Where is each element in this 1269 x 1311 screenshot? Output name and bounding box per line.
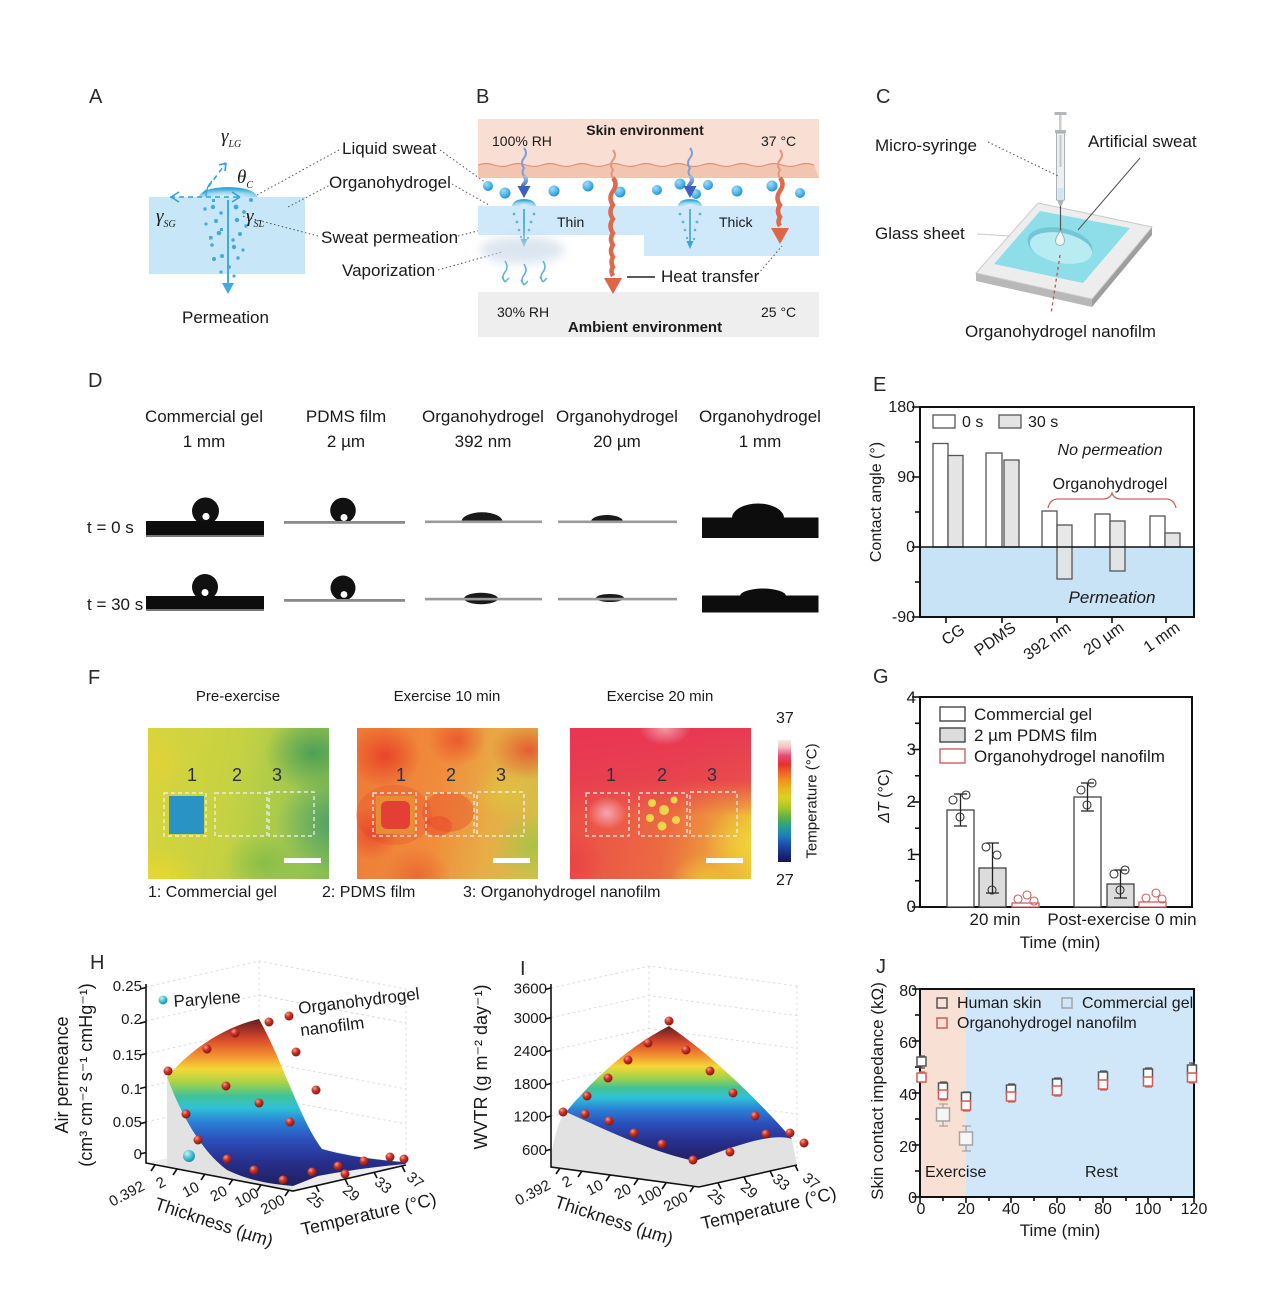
- svg-text:3: 3: [496, 765, 506, 785]
- svg-text:3600: 3600: [514, 981, 547, 998]
- svg-text:20: 20: [899, 1139, 917, 1156]
- svg-text:20: 20: [612, 1181, 635, 1204]
- svg-text:Exercise: Exercise: [925, 1164, 986, 1181]
- svg-text:0.05: 0.05: [113, 1114, 142, 1131]
- svg-text:180: 180: [888, 399, 915, 416]
- svg-text:10: 10: [584, 1177, 607, 1200]
- svg-text:1: 1: [606, 765, 616, 785]
- svg-text:Time (min): Time (min): [1020, 933, 1101, 952]
- svg-text:20: 20: [957, 1201, 975, 1218]
- svg-text:-90: -90: [892, 609, 915, 626]
- svg-text:80: 80: [899, 983, 917, 1000]
- svg-text:2400: 2400: [514, 1043, 547, 1060]
- svg-text:4: 4: [907, 688, 916, 707]
- svg-text:2: 2: [232, 765, 242, 785]
- svg-text:3000: 3000: [514, 1010, 547, 1027]
- svg-text:120: 120: [1181, 1201, 1208, 1218]
- svg-text:0.2: 0.2: [121, 1011, 142, 1028]
- svg-text:3: 3: [707, 765, 717, 785]
- svg-text:10: 10: [180, 1179, 203, 1202]
- svg-text:0.15: 0.15: [113, 1047, 142, 1064]
- svg-text:Commercial gel: Commercial gel: [1082, 995, 1193, 1012]
- svg-text:2: 2: [657, 765, 667, 785]
- svg-text:3: 3: [907, 740, 916, 759]
- svg-text:60: 60: [899, 1035, 917, 1052]
- svg-text:60: 60: [1048, 1201, 1066, 1218]
- svg-text:Permeation: Permeation: [1069, 588, 1156, 607]
- svg-text:1: 1: [187, 765, 197, 785]
- svg-text:Post-exercise 0 min: Post-exercise 0 min: [1047, 910, 1196, 929]
- svg-text:0: 0: [907, 897, 916, 916]
- svg-text:0: 0: [134, 1146, 142, 1163]
- svg-text:1800: 1800: [514, 1076, 547, 1093]
- svg-text:Organohydrogel nanofilm: Organohydrogel nanofilm: [957, 1015, 1137, 1032]
- svg-text:Organohydrogel nanofilm: Organohydrogel nanofilm: [974, 747, 1165, 766]
- svg-text:100: 100: [1135, 1201, 1162, 1218]
- svg-text:(cm³ cm⁻² s⁻¹ cmHg⁻¹): (cm³ cm⁻² s⁻¹ cmHg⁻¹): [76, 983, 96, 1166]
- svg-text:Commercial gel: Commercial gel: [974, 705, 1092, 724]
- svg-text:1200: 1200: [514, 1109, 547, 1126]
- svg-text:Skin contact impedance (kΩ): Skin contact impedance (kΩ): [868, 982, 887, 1200]
- svg-text:WVTR (g m⁻² day⁻¹): WVTR (g m⁻² day⁻¹): [471, 985, 491, 1150]
- svg-text:2: 2: [446, 765, 456, 785]
- svg-text:0 s: 0 s: [962, 414, 983, 431]
- svg-text:3: 3: [272, 765, 282, 785]
- svg-text:1: 1: [907, 845, 916, 864]
- svg-text:Human skin: Human skin: [957, 995, 1041, 1012]
- svg-text:40: 40: [1002, 1201, 1020, 1218]
- svg-text:ΔT (°C): ΔT (°C): [876, 769, 893, 824]
- svg-text:1: 1: [396, 765, 406, 785]
- svg-text:2 µm PDMS film: 2 µm PDMS film: [974, 726, 1097, 745]
- svg-text:20 min: 20 min: [969, 910, 1020, 929]
- svg-text:80: 80: [1094, 1201, 1112, 1218]
- svg-text:2: 2: [907, 792, 916, 811]
- svg-text:600: 600: [522, 1142, 547, 1159]
- svg-text:90: 90: [897, 469, 915, 486]
- svg-text:Organohydrogel: Organohydrogel: [1053, 476, 1168, 493]
- svg-text:0: 0: [908, 1190, 917, 1207]
- svg-text:20: 20: [208, 1183, 231, 1206]
- svg-text:0.1: 0.1: [121, 1081, 142, 1098]
- svg-text:No permeation: No permeation: [1058, 442, 1163, 459]
- svg-text:40: 40: [899, 1087, 917, 1104]
- svg-text:Rest: Rest: [1085, 1164, 1118, 1181]
- svg-text:Time (min): Time (min): [1020, 1221, 1101, 1240]
- svg-text:Air permeance: Air permeance: [52, 1016, 72, 1133]
- svg-text:0: 0: [917, 1201, 926, 1218]
- svg-text:30 s: 30 s: [1028, 414, 1058, 431]
- svg-text:0.25: 0.25: [113, 978, 142, 995]
- svg-text:Contact angle (°): Contact angle (°): [868, 442, 885, 562]
- svg-text:0: 0: [906, 539, 915, 556]
- svg-text:Parylene: Parylene: [173, 987, 241, 1011]
